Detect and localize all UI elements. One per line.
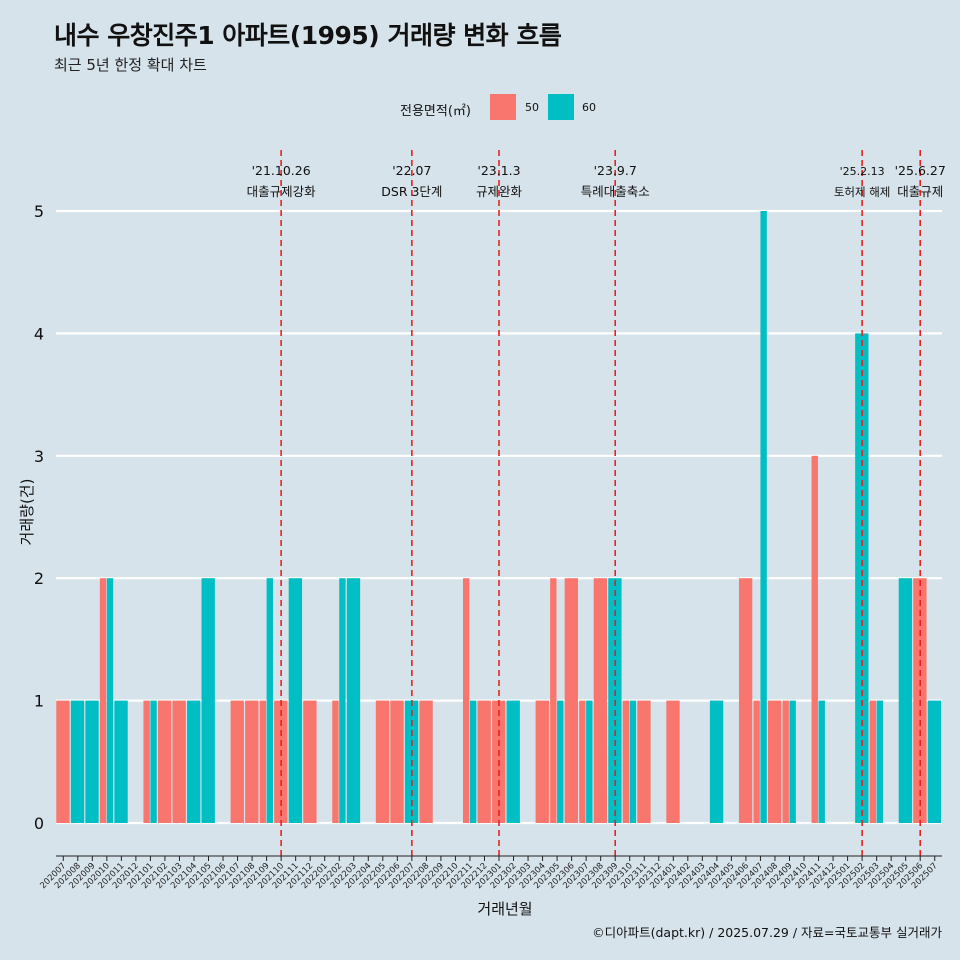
event-date: '23.1.3	[477, 163, 520, 178]
y-axis: 0 1 2 3 4 5	[34, 202, 44, 833]
y-axis-label: 거래량(건)	[18, 479, 36, 546]
bar-60-202507	[927, 700, 942, 823]
bar-60-202305	[557, 700, 564, 823]
chart-title: 내수 우창진주1 아파트(1995) 거래량 변화 흐름	[54, 21, 562, 50]
event-label: 특례대출축소	[581, 184, 650, 199]
bar-60-202310	[629, 700, 637, 823]
source-caption: ©디아파트(dapt.kr) / 2025.07.29 / 자료=국토교통부 실…	[592, 925, 942, 940]
x-axis-label: 거래년월	[477, 900, 532, 918]
legend: 전용면적(㎡) 50 60	[0, 92, 960, 122]
event-date: '22.07	[392, 163, 431, 178]
bar-50-202108	[245, 700, 259, 823]
bar-60-202010	[106, 578, 114, 823]
bars	[56, 211, 942, 823]
y-tick-label: 2	[34, 569, 44, 588]
event-label: 규제완화	[476, 184, 523, 199]
bar-50-202307	[579, 700, 586, 823]
bar-60-202109	[266, 578, 273, 823]
bar-60-202202	[339, 578, 346, 823]
bar-60-202307	[586, 700, 593, 823]
y-tick-label: 5	[34, 202, 44, 221]
bar-50-202102	[157, 700, 172, 823]
bar-50-202212	[477, 700, 491, 823]
bar-50-202103	[172, 700, 186, 823]
bar-60-202203	[346, 578, 361, 823]
chart-subtitle: 최근 5년 한정 확대 차트	[54, 56, 207, 74]
event-lines	[280, 150, 922, 856]
bar-50-202109	[259, 700, 267, 823]
bar-50-202409	[782, 700, 789, 823]
y-tick-label: 4	[34, 324, 44, 343]
bar-60-202409	[789, 700, 796, 823]
bar-50-202101	[143, 700, 150, 823]
bar-50-202306	[564, 578, 578, 823]
bar-50-202211	[462, 578, 470, 823]
bar-60-202111	[288, 578, 303, 823]
bar-50-202112	[303, 700, 317, 823]
bar-50-202202	[332, 700, 339, 823]
bar-60-202104	[187, 700, 201, 823]
event-label: 토허제 해제	[834, 185, 891, 199]
event-label: 대출규제	[897, 184, 943, 199]
event-annotations: '21.10.26 대출규제강화 '22.07 DSR 3단계 '23.1.3 규제완화 '…	[247, 163, 946, 199]
bar-50-202311	[637, 700, 651, 823]
bar-60-202009	[85, 700, 99, 823]
bar-50-202308	[593, 578, 608, 823]
event-label: 대출규제강화	[247, 184, 317, 199]
bar-50-202411	[811, 455, 818, 823]
bar-50-202503	[869, 700, 877, 823]
bar-60-202503	[876, 700, 884, 823]
bar-60-202505	[898, 578, 913, 823]
bar-50-202401	[666, 700, 680, 823]
bar-60-202011	[114, 700, 128, 823]
legend-key-60	[548, 94, 574, 120]
bar-50-202206	[390, 700, 404, 823]
bar-60-202101	[150, 700, 157, 823]
bar-50-202205	[375, 700, 390, 823]
bar-50-202407	[753, 700, 760, 823]
event-date: '23.9.7	[594, 163, 637, 178]
bar-50-202107	[230, 700, 244, 823]
y-tick-label: 1	[34, 692, 44, 711]
bar-60-202302	[506, 700, 520, 823]
bar-60-202008	[70, 700, 85, 823]
x-axis: 2020072020082020092020102020112020122021…	[38, 855, 942, 891]
legend-title: 전용면적(㎡)	[400, 104, 471, 119]
bar-50-202208	[419, 700, 433, 823]
bar-50-202408	[767, 700, 782, 823]
bar-50-202304	[535, 700, 549, 823]
bar-60-202404	[709, 700, 724, 823]
legend-label-50: 50	[525, 101, 539, 114]
bar-60-202407	[760, 211, 767, 823]
bar-60-202105	[201, 578, 215, 823]
event-date: '21.10.26	[252, 163, 311, 178]
bar-60-202411	[818, 700, 825, 823]
bar-50-202310	[622, 700, 630, 823]
bar-60-202211	[469, 700, 477, 823]
bar-50-202010	[99, 578, 107, 823]
event-date: '25.2.13	[840, 165, 885, 178]
bar-50-202406	[738, 578, 753, 823]
y-tick-label: 3	[34, 447, 44, 466]
legend-key-50	[490, 94, 516, 120]
event-label: DSR 3단계	[381, 184, 442, 199]
bar-60-202502	[855, 333, 869, 823]
bar-50-202305	[550, 578, 557, 823]
legend-label-60: 60	[582, 101, 596, 114]
event-date: '25.6.27	[895, 163, 946, 178]
bar-50-202007	[56, 700, 70, 823]
y-tick-label: 0	[34, 814, 44, 833]
